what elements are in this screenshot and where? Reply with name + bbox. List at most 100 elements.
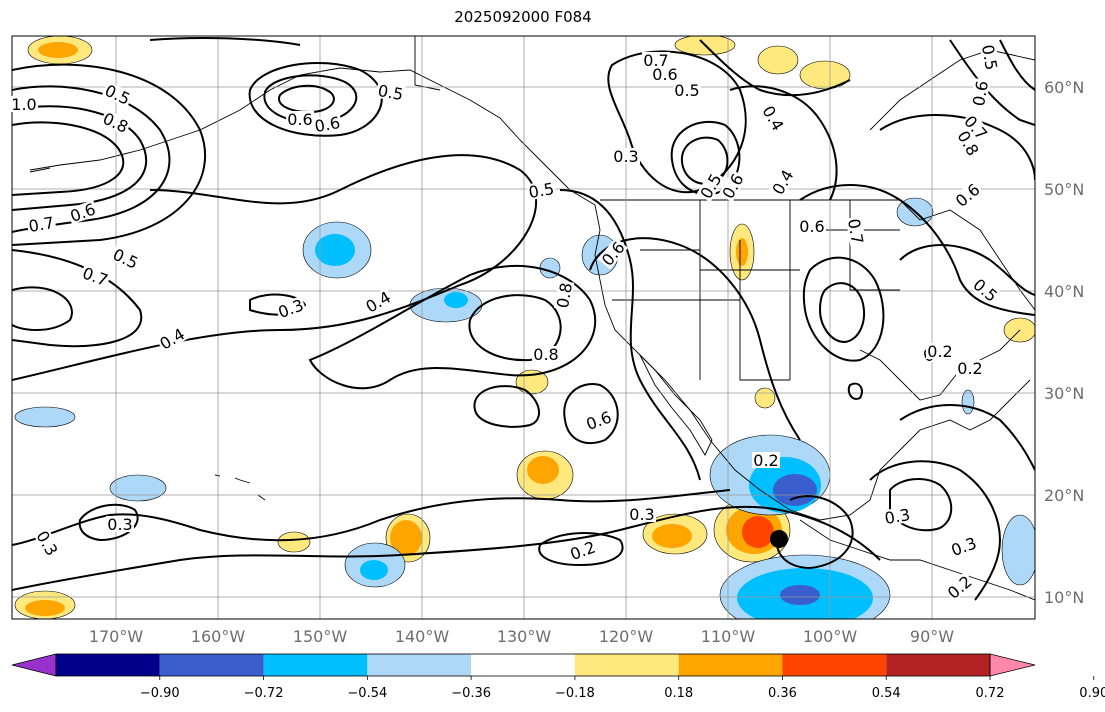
shade-positive <box>799 60 851 90</box>
colorbar-segment <box>263 654 368 676</box>
contour-label-bg <box>99 109 132 136</box>
colorbar-extend-low <box>11 653 57 677</box>
contour-label: 0.8 <box>553 281 576 309</box>
contour-label-bg <box>845 216 867 247</box>
longitude-tick-label: 110°W <box>701 627 756 646</box>
contour-label: 0.5 <box>674 81 699 100</box>
contour-label-bg <box>943 571 976 603</box>
contour-label-bg <box>642 52 670 68</box>
shade-negative <box>780 585 820 605</box>
latitude-labels: 60°N 50°N 40°N 30°N 20°N 10°N <box>1044 78 1084 607</box>
colorbar-tick-label: 0.36 <box>768 686 797 701</box>
longitude-tick-label: 160°W <box>191 627 246 646</box>
map-border <box>11 35 1036 620</box>
colorbar-tick-label: 0.18 <box>664 686 693 701</box>
contour-label-bg <box>951 179 984 211</box>
longitude-tick-label: 140°W <box>395 627 450 646</box>
contour-label: 0.2 <box>753 451 778 470</box>
colorbar-segment <box>56 654 160 676</box>
colorbar-tick-label: 0.90 <box>1079 686 1105 701</box>
latitude-tick-label: 60°N <box>1044 78 1084 97</box>
contour-label-bg <box>798 218 826 234</box>
contour-label-bg <box>628 506 656 522</box>
shade-positive <box>38 42 78 58</box>
colorbar-extend-high <box>989 653 1036 677</box>
longitude-tick-label: 120°W <box>599 627 654 646</box>
contour-label-bg <box>274 295 307 321</box>
shade-negative <box>360 560 388 580</box>
longitude-tick-label: 90°W <box>910 627 954 646</box>
latitude-tick-label: 20°N <box>1044 486 1084 505</box>
shade-negative <box>109 474 167 502</box>
contour-label-bg <box>673 82 701 98</box>
colorbar-tick-label: −0.90 <box>140 686 180 701</box>
latitude-tick-label: 10°N <box>1044 588 1084 607</box>
contour-label: 0.3 <box>613 147 638 166</box>
contour-label-bg <box>969 78 991 109</box>
shade-positive <box>736 238 748 266</box>
contour-label-bg <box>66 199 99 225</box>
longitude-tick-label: 170°W <box>89 627 144 646</box>
storm-center-marker <box>770 530 788 548</box>
shade-positive <box>652 524 692 548</box>
colorbar-segment <box>159 654 264 676</box>
contour-label: 0.3 <box>883 505 911 528</box>
shade-negative <box>315 234 355 266</box>
shade-positive <box>742 516 774 548</box>
shade-positive <box>527 456 559 484</box>
contour-label: 0.5 <box>376 81 404 104</box>
colorbar-tick-label: −0.72 <box>244 686 284 701</box>
contour-label-bg <box>26 213 57 235</box>
shade-positive <box>754 387 776 409</box>
contour-label-bg <box>526 179 557 201</box>
shade-positive <box>390 520 422 556</box>
contour-label: 0.5 <box>978 43 1001 71</box>
contour-label-bg <box>759 101 788 135</box>
contour-label: 0.6 <box>287 110 312 129</box>
contour-label-bg <box>956 360 984 376</box>
shade-positive <box>25 600 65 616</box>
contour-label-bg <box>553 280 575 311</box>
contour-label-bg <box>969 274 1002 306</box>
contour-label-bg <box>954 126 983 160</box>
contour-label: 0.2 <box>957 359 982 378</box>
contour-label: 0.6 <box>652 65 677 84</box>
contour-label-bg <box>960 111 992 144</box>
contour-label-bg <box>361 287 395 316</box>
contour-label-bg <box>696 169 725 203</box>
latitude-tick-label: 50°N <box>1044 180 1084 199</box>
contour-label: 0.2 <box>927 342 952 361</box>
contour-label-bg <box>375 81 406 103</box>
contour-label-bg <box>651 66 679 82</box>
contour-label: 0.3 <box>107 515 132 534</box>
colorbar-tick-label: 0.54 <box>872 686 901 701</box>
shade-negative <box>961 389 975 415</box>
contour-label-bg <box>882 505 913 527</box>
colorbar-outline <box>55 653 991 677</box>
colorbar-tick-label: −0.18 <box>555 686 595 701</box>
contour-label-bg <box>286 111 314 127</box>
map-area <box>12 36 1035 619</box>
contour-label-bg <box>79 263 112 289</box>
colorbar-tick-label: −0.54 <box>347 686 387 701</box>
contour-label-bg <box>597 237 629 270</box>
colorbar-tick-label: −0.36 <box>451 686 491 701</box>
shade-negative <box>444 292 468 308</box>
contour-label-bg <box>109 245 142 272</box>
contour-label-bg <box>155 324 189 353</box>
contour-label-bg <box>101 81 134 108</box>
contour-layer <box>12 36 1035 601</box>
shade-positive <box>277 531 311 553</box>
longitude-tick-label: 130°W <box>497 627 552 646</box>
contour-label-bg <box>947 533 980 559</box>
colorbar-tick-label: 0.72 <box>976 686 1005 701</box>
latitude-tick-label: 30°N <box>1044 384 1084 403</box>
contour-label-bg <box>612 148 640 164</box>
colorbar-segment <box>574 654 679 676</box>
colorbar-segment <box>471 654 575 676</box>
contour-label-bg <box>752 452 780 468</box>
contour-label-bg <box>979 42 1001 73</box>
colorbar-segment <box>367 654 472 676</box>
colorbar-segment <box>886 654 990 676</box>
